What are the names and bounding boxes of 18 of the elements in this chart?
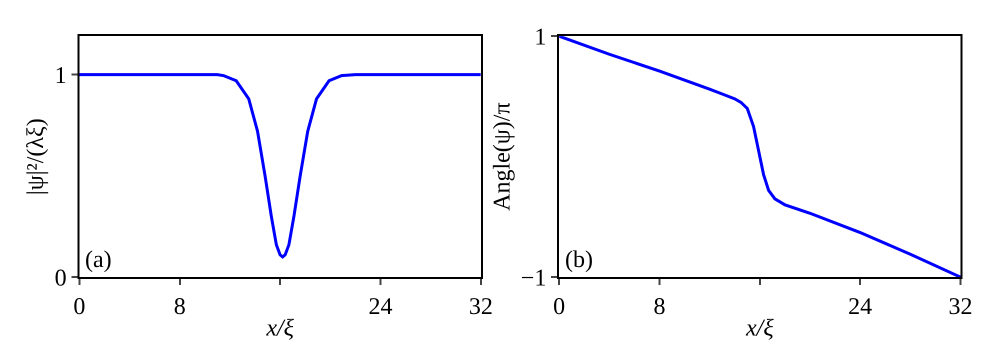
y-tick-label: 1 (54, 63, 67, 90)
y-tick-label: −1 (520, 266, 546, 292)
x-tick-label: 24 (848, 294, 872, 320)
line-series (559, 36, 961, 278)
x-tick-label: 24 (368, 294, 392, 320)
y-tick-label: 1 (534, 24, 546, 51)
x-axis-title: x/ξ (745, 316, 774, 342)
annotation: (a) (85, 247, 112, 273)
x-tick-label: 0 (73, 294, 86, 320)
x-tick-label: 32 (468, 294, 493, 320)
x-tick-label: 0 (553, 294, 566, 320)
x-tick-label: 8 (174, 294, 186, 320)
x-tick-label: 32 (948, 294, 973, 320)
y-axis-title: |ψ|²/(λξ) (23, 118, 50, 196)
x-axis-title: x/ξ (265, 316, 295, 342)
annotation: (b) (565, 247, 593, 273)
y-axis-title: Angle(ψ)/π (489, 102, 516, 211)
x-tick-label: 8 (653, 294, 666, 320)
